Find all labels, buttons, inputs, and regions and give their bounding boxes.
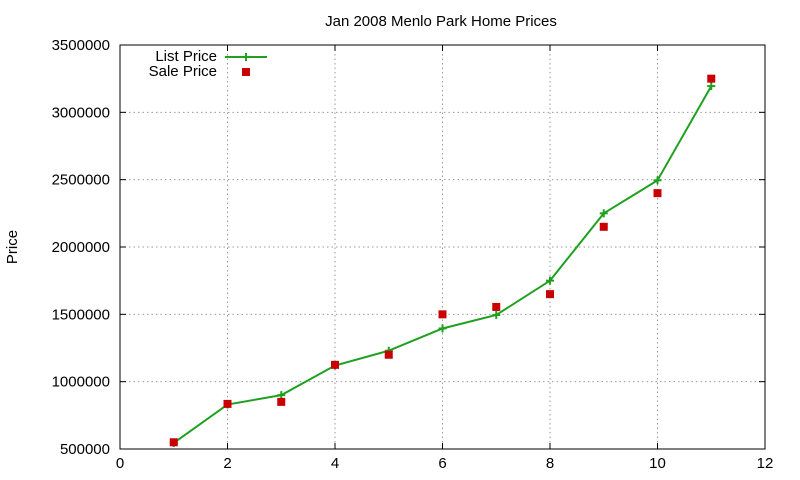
legend-marker-sale-price — [242, 68, 250, 76]
legend: List Price Sale Price — [149, 48, 267, 80]
x-tick-label-0: 0 — [116, 455, 124, 472]
series — [169, 74, 716, 447]
point-1-6 — [492, 302, 501, 311]
point-1-5 — [438, 310, 447, 319]
point-1-4 — [384, 350, 393, 359]
point-1-10 — [707, 74, 716, 83]
grid — [120, 45, 765, 449]
point-1-3 — [331, 360, 339, 369]
point-0-9 — [653, 176, 662, 185]
y-tick-label-3000000: 3000000 — [52, 104, 110, 121]
x-tick-label-4: 4 — [331, 455, 339, 472]
point-0-10 — [707, 82, 716, 91]
y-tick-label-3500000: 3500000 — [52, 37, 110, 54]
point-1-1 — [223, 399, 232, 408]
chart-title: Jan 2008 Menlo Park Home Prices — [325, 13, 557, 30]
point-1-8 — [599, 222, 608, 231]
legend-label-list-price: List Price — [155, 48, 217, 65]
axis-ticks: 0 2 4 6 8 10 12 500000 1000000 1500000 2000000 2500… — [52, 37, 774, 472]
x-tick-label-6: 6 — [438, 455, 446, 472]
point-0-8 — [599, 209, 608, 218]
y-tick-label-1000000: 1000000 — [52, 374, 110, 391]
legend-symbols — [225, 53, 267, 76]
legend-label-sale-price: Sale Price — [149, 63, 217, 80]
legend-marker-list-price — [242, 53, 250, 61]
x-tick-label-12: 12 — [757, 455, 774, 472]
x-tick-label-2: 2 — [223, 455, 231, 472]
point-1-7 — [546, 290, 554, 299]
y-tick-label-2000000: 2000000 — [52, 239, 110, 256]
point-0-5 — [438, 324, 447, 333]
point-0-7 — [546, 276, 554, 285]
point-1-0 — [169, 438, 178, 447]
point-1-9 — [653, 189, 662, 198]
y-tick-label-1500000: 1500000 — [52, 306, 110, 323]
series-1 — [169, 74, 716, 447]
x-tick-label-10: 10 — [649, 455, 666, 472]
x-tick-label-8: 8 — [546, 455, 554, 472]
y-tick-label-2500000: 2500000 — [52, 172, 110, 189]
point-1-2 — [277, 397, 286, 406]
point-0-2 — [277, 391, 286, 400]
point-0-6 — [492, 311, 501, 320]
y-tick-label-500000: 500000 — [60, 441, 110, 458]
y-axis-title: Price — [4, 230, 21, 264]
